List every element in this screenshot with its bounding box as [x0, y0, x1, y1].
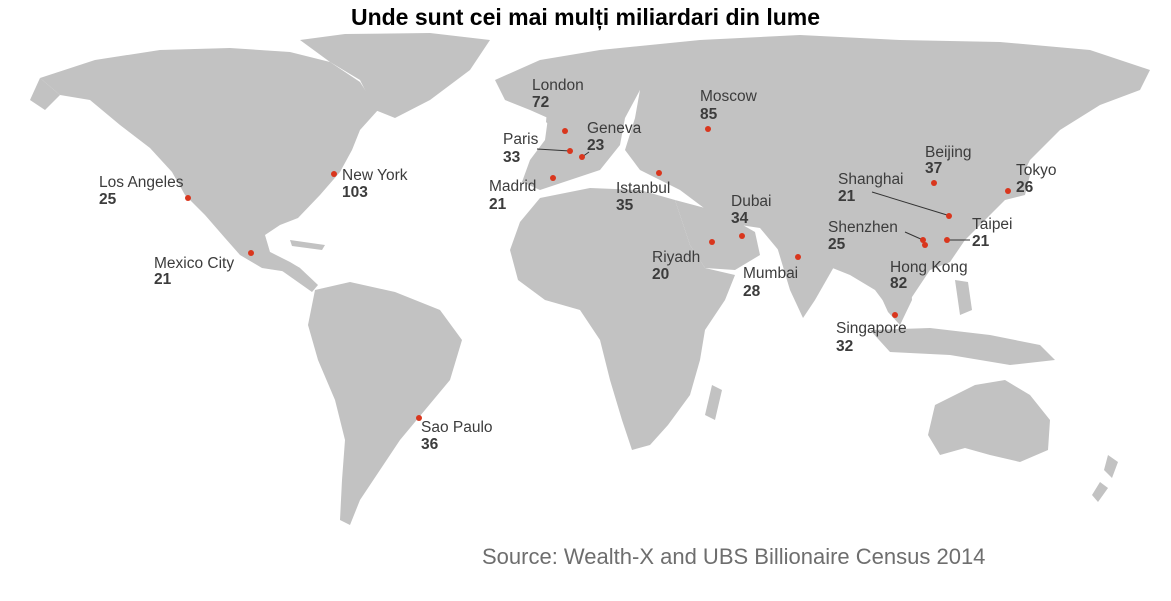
- city-name-riyadh: Riyadh: [652, 249, 700, 266]
- city-count-los-angeles: 25: [99, 191, 117, 208]
- dot-hong-kong: [922, 242, 928, 248]
- dot-shenzhen: [920, 237, 926, 243]
- city-count-shenzhen: 25: [828, 236, 846, 253]
- shenzhen-leader: [904, 231, 924, 241]
- dot-taipei: [944, 237, 950, 243]
- dot-mexico-city: [248, 250, 254, 256]
- city-name-tokyo: Tokyo: [1016, 162, 1057, 179]
- south-america: [308, 282, 462, 525]
- city-name-istanbul: Istanbul: [616, 180, 670, 197]
- asia: [600, 35, 1150, 310]
- dot-istanbul: [656, 170, 662, 176]
- city-name-los-angeles: Los Angeles: [99, 174, 184, 191]
- city-count-new-york: 103: [342, 184, 368, 201]
- caribbean: [290, 240, 325, 250]
- map-title: Unde sunt cei mai mulți miliardari din l…: [350, 4, 821, 30]
- dot-tokyo: [1005, 188, 1011, 194]
- dot-los-angeles: [185, 195, 191, 201]
- city-count-mexico-city: 21: [154, 271, 172, 288]
- city-count-hong-kong: 82: [890, 275, 907, 292]
- new-zealand: [1092, 455, 1118, 502]
- leader-lines: [536, 148, 970, 241]
- city-count-paris: 33: [503, 149, 521, 166]
- greenland: [300, 33, 490, 118]
- continents: [30, 33, 1150, 525]
- africa: [510, 188, 735, 450]
- city-name-moscow: Moscow: [700, 88, 758, 105]
- british-isles: [546, 96, 566, 132]
- city-count-riyadh: 20: [652, 266, 669, 283]
- dot-shanghai: [946, 213, 952, 219]
- city-name-taipei: Taipei: [972, 216, 1013, 233]
- city-name-shenzhen: Shenzhen: [828, 219, 898, 236]
- arabian-peninsula: [675, 200, 760, 270]
- city-name-paris: Paris: [503, 131, 539, 148]
- city-count-shanghai: 21: [838, 188, 856, 205]
- city-name-geneva: Geneva: [587, 120, 642, 137]
- dot-dubai: [739, 233, 745, 239]
- city-count-geneva: 23: [587, 137, 605, 154]
- alaska: [30, 78, 60, 110]
- city-count-sao-paulo: 36: [421, 436, 439, 453]
- australia: [928, 380, 1050, 462]
- dot-beijing: [931, 180, 937, 186]
- dot-geneva: [579, 154, 585, 160]
- dot-riyadh: [709, 239, 715, 245]
- dot-london: [562, 128, 568, 134]
- north-america: [40, 48, 378, 272]
- city-count-moscow: 85: [700, 106, 718, 123]
- dot-madrid: [550, 175, 556, 181]
- dot-singapore: [892, 312, 898, 318]
- city-count-madrid: 21: [489, 196, 507, 213]
- dot-new-york: [331, 171, 337, 177]
- city-count-beijing: 37: [925, 160, 942, 177]
- indonesia: [870, 328, 1055, 365]
- city-count-singapore: 32: [836, 338, 853, 355]
- city-name-singapore: Singapore: [836, 320, 907, 337]
- city-count-istanbul: 35: [616, 197, 634, 214]
- city-name-london: London: [532, 77, 584, 94]
- city-name-mexico-city: Mexico City: [154, 255, 234, 272]
- city-markers: New York 103 Moscow 85 Hong Kong 82 Lond…: [99, 77, 1057, 453]
- philippines: [955, 280, 972, 315]
- shanghai-leader: [871, 191, 948, 216]
- city-name-dubai: Dubai: [731, 193, 772, 210]
- city-name-beijing: Beijing: [925, 144, 972, 161]
- india: [775, 240, 835, 318]
- city-count-mumbai: 28: [743, 283, 761, 300]
- europe: [495, 50, 640, 190]
- city-count-taipei: 21: [972, 233, 990, 250]
- city-count-dubai: 34: [731, 210, 749, 227]
- city-count-tokyo: 26: [1016, 179, 1034, 196]
- southeast-asia: [870, 262, 912, 325]
- paris-leader: [536, 148, 571, 152]
- city-name-madrid: Madrid: [489, 178, 536, 195]
- dot-sao-paulo: [416, 415, 422, 421]
- dot-mumbai: [795, 254, 801, 260]
- central-america: [270, 252, 318, 292]
- city-name-shanghai: Shanghai: [838, 171, 904, 188]
- city-name-hong-kong: Hong Kong: [890, 259, 968, 276]
- city-count-london: 72: [532, 94, 549, 111]
- city-name-sao-paulo: Sao Paulo: [421, 419, 493, 436]
- city-name-new-york: New York: [342, 167, 408, 184]
- dot-moscow: [705, 126, 711, 132]
- madagascar: [705, 385, 722, 420]
- city-name-mumbai: Mumbai: [743, 265, 798, 282]
- dot-paris: [567, 148, 573, 154]
- source-caption: Source: Wealth-X and UBS Billionaire Cen…: [482, 544, 986, 569]
